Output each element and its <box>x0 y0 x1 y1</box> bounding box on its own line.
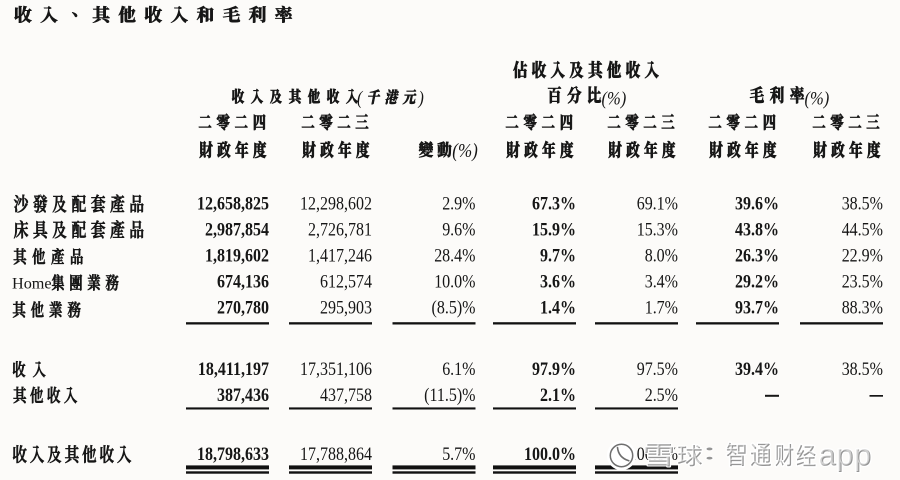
svg-text:1,819,602: 1,819,602 <box>205 244 269 266</box>
svg-text:2.5%: 2.5% <box>645 384 678 406</box>
svg-text:69.1%: 69.1% <box>637 192 678 214</box>
svg-text:1.4%: 1.4% <box>540 296 576 318</box>
svg-text:17,788,864: 17,788,864 <box>300 443 372 465</box>
svg-text:38.5%: 38.5% <box>842 358 883 380</box>
svg-text:(%): (%) <box>805 87 830 110</box>
svg-text:270,780: 270,780 <box>217 296 269 318</box>
svg-text:22.9%: 22.9% <box>842 244 883 266</box>
svg-text:612,574: 612,574 <box>320 270 372 292</box>
svg-text:437,758: 437,758 <box>320 384 372 406</box>
svg-text:12,658,825: 12,658,825 <box>197 192 269 214</box>
svg-text:2.9%: 2.9% <box>442 192 475 214</box>
svg-text:(%): (%) <box>452 140 477 163</box>
svg-text:26.3%: 26.3% <box>735 244 779 266</box>
svg-text:18,411,197: 18,411,197 <box>198 358 269 380</box>
svg-text:674,136: 674,136 <box>217 270 269 292</box>
svg-text:app: app <box>819 438 872 473</box>
svg-text:23.5%: 23.5% <box>842 270 883 292</box>
svg-text:100.0%: 100.0% <box>524 443 576 465</box>
svg-text:5.7%: 5.7% <box>442 443 475 465</box>
svg-text:15.3%: 15.3% <box>637 218 678 240</box>
svg-text:3.4%: 3.4% <box>645 270 678 292</box>
svg-text:38.5%: 38.5% <box>842 192 883 214</box>
svg-text:10.0%: 10.0% <box>434 270 475 292</box>
svg-text:88.3%: 88.3% <box>842 296 883 318</box>
svg-text:(11.5)%: (11.5)% <box>424 384 475 406</box>
svg-text:9.7%: 9.7% <box>540 244 576 266</box>
svg-text:97.5%: 97.5% <box>637 358 678 380</box>
svg-text:1,417,246: 1,417,246 <box>308 244 372 266</box>
svg-text:39.4%: 39.4% <box>735 358 779 380</box>
svg-text:app: app <box>819 438 872 473</box>
svg-text:2,987,854: 2,987,854 <box>205 218 269 240</box>
svg-text:8.0%: 8.0% <box>645 244 678 266</box>
svg-text:9.6%: 9.6% <box>442 218 475 240</box>
svg-text:44.5%: 44.5% <box>842 218 883 240</box>
svg-text:39.6%: 39.6% <box>735 192 779 214</box>
svg-text:Home: Home <box>12 274 52 292</box>
svg-text:3.6%: 3.6% <box>540 270 576 292</box>
svg-text:295,903: 295,903 <box>320 296 372 318</box>
svg-text:app: app <box>818 436 871 471</box>
svg-text:17,351,106: 17,351,106 <box>300 358 372 380</box>
svg-text:2.1%: 2.1% <box>540 384 576 406</box>
svg-text:18,798,633: 18,798,633 <box>197 443 269 465</box>
svg-text:93.7%: 93.7% <box>735 296 779 318</box>
svg-text:(8.5)%: (8.5)% <box>432 296 476 318</box>
svg-text:6.1%: 6.1% <box>442 358 475 380</box>
svg-text:12,298,602: 12,298,602 <box>300 192 372 214</box>
svg-text:): ) <box>418 87 424 109</box>
svg-text:1.7%: 1.7% <box>645 296 678 318</box>
svg-text:29.2%: 29.2% <box>735 270 779 292</box>
svg-text:43.8%: 43.8% <box>735 218 779 240</box>
svg-text:28.4%: 28.4% <box>434 244 475 266</box>
svg-text:387,436: 387,436 <box>217 384 269 406</box>
svg-text:15.9%: 15.9% <box>532 218 576 240</box>
svg-text:2,726,781: 2,726,781 <box>308 218 372 240</box>
svg-text:(: ( <box>357 87 363 109</box>
svg-text:(%): (%) <box>602 87 627 110</box>
svg-text:67.3%: 67.3% <box>532 192 576 214</box>
svg-text:97.9%: 97.9% <box>532 358 576 380</box>
